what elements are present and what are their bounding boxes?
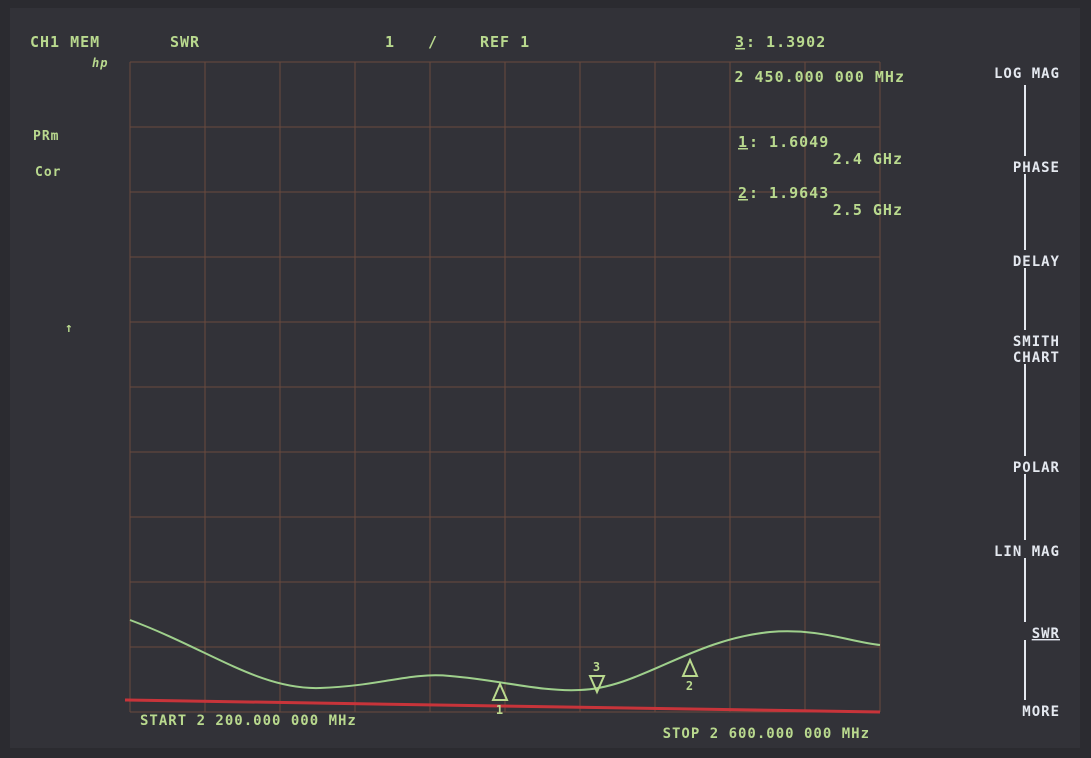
softkey[interactable]: DELAY bbox=[940, 250, 1065, 270]
softkey[interactable]: LIN MAG bbox=[940, 540, 1065, 560]
marker-label: 1 bbox=[496, 703, 504, 717]
softkey[interactable]: POLAR bbox=[940, 456, 1065, 476]
marker-freq: 2.4 GHz bbox=[833, 150, 903, 168]
softkey-label: MORE bbox=[1022, 704, 1060, 720]
softkey-label: SMITH bbox=[1013, 334, 1060, 350]
softkey-label: CHART bbox=[1013, 350, 1060, 366]
softkey-label: SWR bbox=[1032, 626, 1060, 642]
marker-freq: 2.5 GHz bbox=[833, 201, 903, 219]
softkey[interactable]: MORE bbox=[940, 700, 1065, 720]
softkey[interactable]: LOG MAG bbox=[940, 62, 1065, 82]
marker-label: 2 bbox=[686, 679, 694, 693]
frequency: 2 450.000 000 MHz bbox=[734, 68, 905, 86]
status: Cor bbox=[35, 165, 61, 180]
status: ↑ bbox=[65, 321, 74, 336]
marker-number: 2 bbox=[738, 184, 748, 202]
softkey-label: LOG MAG bbox=[994, 66, 1060, 82]
marker-value: : 1.9643 bbox=[749, 184, 829, 202]
analyzer-screen: 1 3 2 CH1 MEM SWR 1 / REF 1 3 : 1.3902 h… bbox=[0, 0, 1091, 758]
softkey[interactable]: SWR bbox=[940, 622, 1065, 642]
softkey-label: DELAY bbox=[1013, 254, 1060, 270]
channel: CH1 MEM bbox=[30, 33, 100, 51]
status: PRm bbox=[33, 129, 59, 144]
scale: 1 bbox=[385, 33, 395, 51]
softkey-label: LIN MAG bbox=[994, 544, 1060, 560]
active-marker-number: 3 bbox=[735, 33, 745, 51]
softkey-label: POLAR bbox=[1013, 460, 1060, 476]
stop-frequency: STOP 2 600.000 000 MHz bbox=[663, 726, 870, 742]
brand: hp bbox=[92, 56, 108, 70]
start-frequency: START 2 200.000 000 MHz bbox=[140, 713, 357, 729]
marker-number: 1 bbox=[738, 133, 748, 151]
page: 1 3 2 CH1 MEM SWR 1 / REF 1 3 : 1.3902 h… bbox=[0, 0, 1091, 758]
marker-value: : 1.6049 bbox=[749, 133, 829, 151]
active-marker-value: : 1.3902 bbox=[746, 33, 826, 51]
softkey-label: PHASE bbox=[1013, 160, 1060, 176]
softkey[interactable]: PHASE bbox=[940, 156, 1065, 176]
format: SWR bbox=[170, 33, 200, 51]
divider: / bbox=[428, 33, 438, 51]
ref: REF 1 bbox=[480, 33, 530, 51]
marker-label: 3 bbox=[593, 660, 601, 674]
